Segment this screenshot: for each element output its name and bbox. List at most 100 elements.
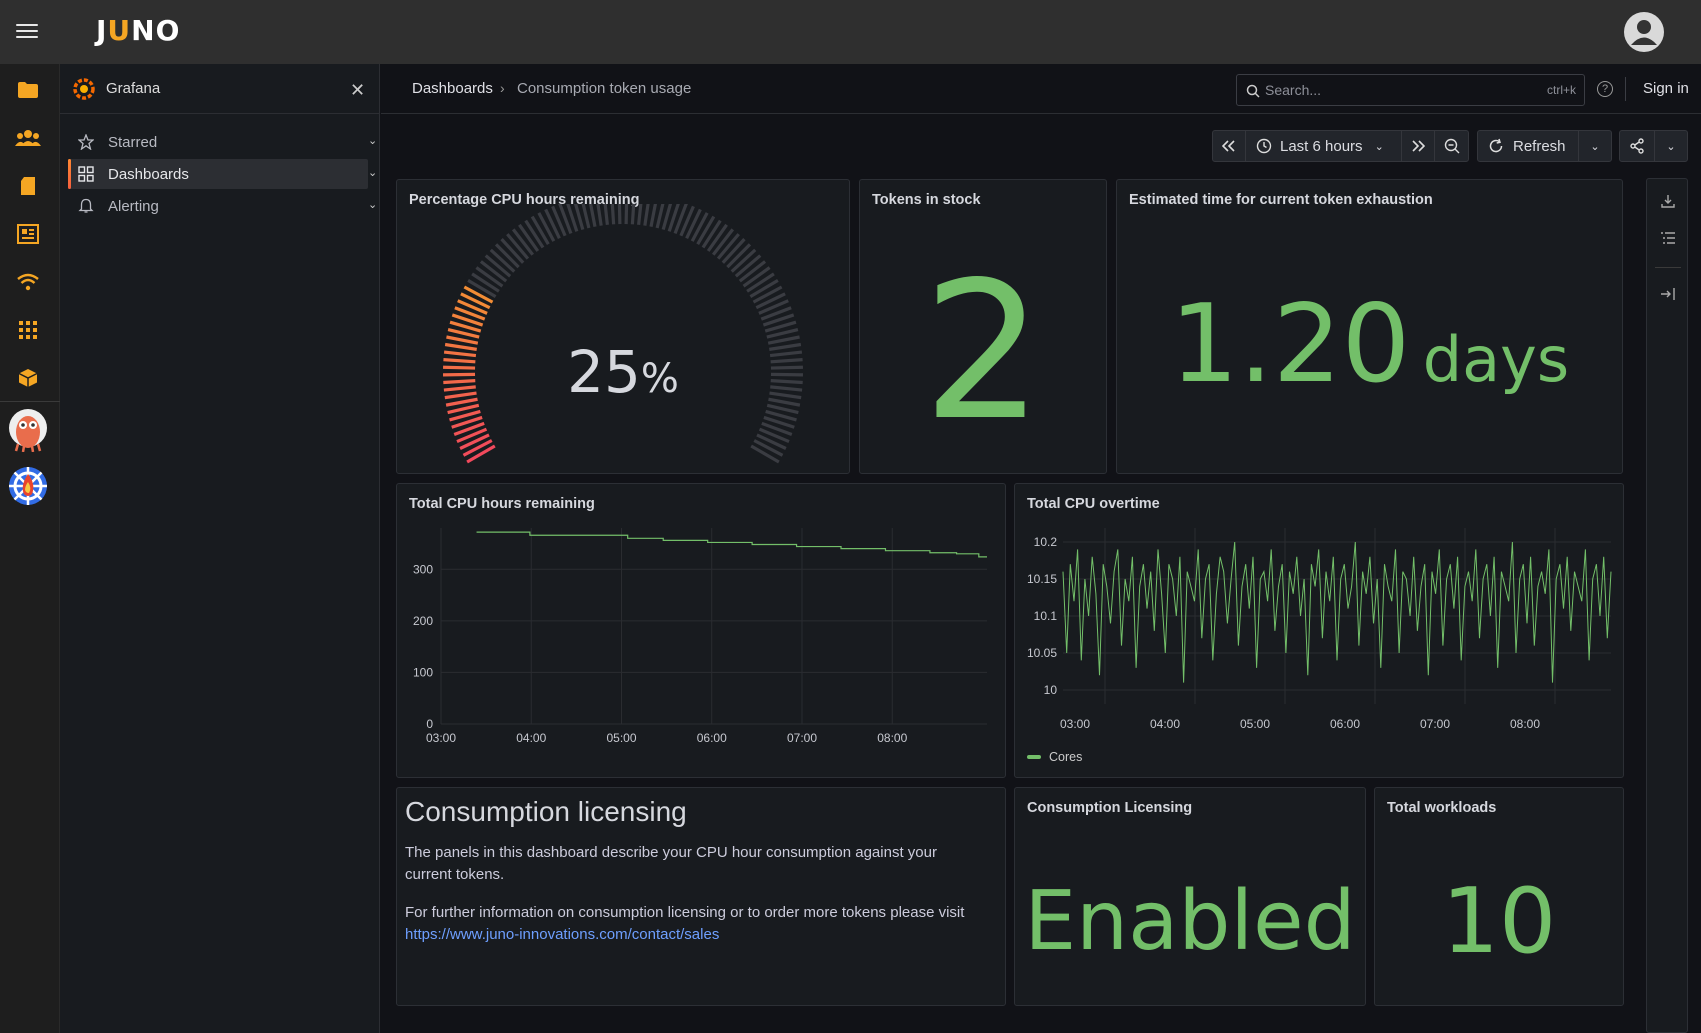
chevron-down-icon: ⌄ xyxy=(1666,140,1676,153)
gauge-segment xyxy=(617,204,622,225)
gauge-segment xyxy=(755,292,786,310)
y-tick-label: 10.15 xyxy=(1027,572,1057,586)
gauge-segment xyxy=(443,350,477,358)
gauge-value-wrap: 25% xyxy=(397,338,849,406)
dashboard-sidebar xyxy=(1646,178,1688,1033)
search-input[interactable] xyxy=(1265,82,1525,98)
gauge-segment xyxy=(701,219,722,249)
gauge-segment xyxy=(588,204,597,227)
folder-icon[interactable] xyxy=(14,76,42,104)
panel-title: Total CPU hours remaining xyxy=(409,496,595,512)
user-avatar[interactable] xyxy=(1624,12,1664,52)
gauge-segment xyxy=(753,439,784,457)
licensing-status-value: Enabled xyxy=(1024,874,1356,969)
gauge-segment xyxy=(463,285,494,304)
gauge-segment xyxy=(444,391,477,400)
share-button[interactable] xyxy=(1619,130,1655,162)
team-icon[interactable] xyxy=(14,124,42,152)
nav-item-alerting[interactable]: Alerting ⌄ xyxy=(68,191,377,221)
chevron-down-icon[interactable]: ⌄ xyxy=(368,135,378,147)
help-icon[interactable]: ? xyxy=(1597,81,1613,97)
panel-licensing-text[interactable]: Consumption licensing The panels in this… xyxy=(396,787,1006,1006)
top-bar: JUNO xyxy=(0,0,1701,64)
legend-swatch xyxy=(1027,755,1041,759)
panel-gauge[interactable]: Percentage CPU hours remaining 25% xyxy=(396,179,850,474)
rail-divider xyxy=(0,401,60,402)
outline-icon[interactable] xyxy=(1660,231,1676,250)
gauge-segment xyxy=(511,228,535,256)
gauge-segment xyxy=(484,254,512,278)
gauge-segment xyxy=(462,439,493,457)
juno-logo[interactable]: JUNO xyxy=(96,14,181,47)
nav-item-dashboards[interactable]: Dashboards ⌄ xyxy=(68,159,377,189)
share-dropdown[interactable]: ⌄ xyxy=(1654,130,1688,162)
cpu-overtime-chart: 10 10.05 10.1 10.15 10.2 03:00 04:00 05:00 06:00… xyxy=(1027,528,1612,731)
time-shift-back-button[interactable] xyxy=(1212,130,1246,162)
gauge-segment xyxy=(738,260,767,283)
nav-header: Grafana xyxy=(60,64,379,114)
panel-licensing-status[interactable]: Consumption Licensing Enabled xyxy=(1014,787,1366,1006)
gauge-segment xyxy=(447,403,480,415)
time-shift-forward-button[interactable] xyxy=(1401,130,1435,162)
gauge-segment xyxy=(770,358,803,364)
refresh-icon xyxy=(1489,138,1503,153)
gauge-segment xyxy=(630,204,636,225)
gauge-segment xyxy=(750,444,780,464)
gauge-segment xyxy=(766,328,799,339)
series-line xyxy=(476,531,987,558)
dock-icon[interactable] xyxy=(1660,287,1676,306)
gauge-value: 25 xyxy=(567,338,641,406)
panel-cpu-remaining[interactable]: Total CPU hours remaining 0 100 200 300 03:0… xyxy=(396,483,1006,778)
bell-icon xyxy=(78,198,96,214)
time-range-picker[interactable]: Last 6 hours ⌄ xyxy=(1245,130,1402,162)
chevron-down-icon[interactable]: ⌄ xyxy=(368,199,378,211)
breadcrumb-dashboards[interactable]: Dashboards xyxy=(412,80,493,97)
gauge-segment xyxy=(690,212,709,242)
gauge-segment xyxy=(770,372,804,377)
nav-item-starred[interactable]: Starred ⌄ xyxy=(68,127,377,157)
nav-item-label: Dashboards xyxy=(108,165,189,183)
argo-icon[interactable] xyxy=(8,408,48,452)
sales-link[interactable]: https://www.juno-innovations.com/contact… xyxy=(405,926,720,943)
refresh-interval-dropdown[interactable]: ⌄ xyxy=(1578,130,1612,162)
gauge-segment xyxy=(449,409,481,422)
y-tick-label: 100 xyxy=(413,665,433,679)
gauge-segment xyxy=(447,328,480,339)
apps-grid-icon[interactable] xyxy=(14,316,42,344)
breadcrumb-bar: Dashboards › Consumption token usage ctr… xyxy=(381,64,1701,114)
panel-workloads[interactable]: Total workloads 10 xyxy=(1374,787,1624,1006)
close-icon[interactable]: ✕ xyxy=(350,80,366,100)
zoom-out-button[interactable] xyxy=(1434,130,1469,162)
series-line xyxy=(1062,541,1612,683)
document-icon[interactable] xyxy=(14,172,42,200)
export-icon[interactable] xyxy=(1660,193,1676,214)
panel-tokens[interactable]: Tokens in stock 2 xyxy=(859,179,1107,474)
x-tick-label: 05:00 xyxy=(606,731,636,745)
menu-icon[interactable] xyxy=(16,20,38,42)
gauge-segment xyxy=(726,243,752,269)
helm-icon[interactable] xyxy=(6,464,50,508)
gauge-segment xyxy=(456,427,488,444)
search-box[interactable]: ctrl+k xyxy=(1236,74,1585,106)
y-tick-label: 10.1 xyxy=(1034,609,1058,623)
gauge-segment xyxy=(770,385,803,392)
gauge-segment xyxy=(667,204,680,232)
panel-exhaustion[interactable]: Estimated time for current token exhaust… xyxy=(1116,179,1623,474)
chevron-down-icon[interactable]: ⌄ xyxy=(368,167,378,179)
zoom-out-icon xyxy=(1444,138,1459,154)
wifi-icon[interactable] xyxy=(14,268,42,296)
text-paragraph-2: For further information on consumption l… xyxy=(405,904,965,921)
panel-cpu-overtime[interactable]: Total CPU overtime 10 10.05 10.1 10.15 10.2 0… xyxy=(1014,483,1624,778)
dashboard-news-icon[interactable] xyxy=(14,220,42,248)
gauge-segment xyxy=(581,204,591,229)
panel-title: Total CPU overtime xyxy=(1027,496,1160,512)
x-tick-label: 07:00 xyxy=(787,731,817,745)
refresh-button[interactable]: Refresh xyxy=(1477,130,1579,162)
legend-item[interactable]: Cores xyxy=(1027,750,1082,764)
sign-in-link[interactable]: Sign in xyxy=(1643,80,1689,97)
y-tick-label: 0 xyxy=(426,717,433,731)
double-chevron-right-icon xyxy=(1412,140,1425,152)
gauge-segment xyxy=(756,433,787,450)
gauge-segment xyxy=(643,204,650,226)
package-icon[interactable] xyxy=(14,364,42,392)
